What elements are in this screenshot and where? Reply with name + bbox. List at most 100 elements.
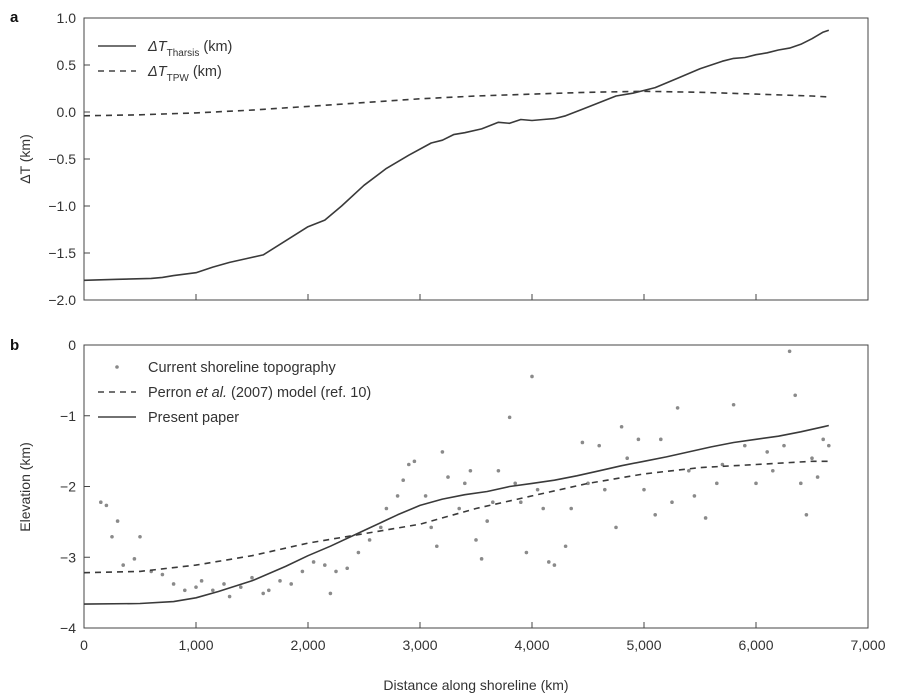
topography-point <box>395 494 400 498</box>
topography-point <box>227 594 232 599</box>
panel-a-y-ticks: 1.0 0.5 0.0 −0.5 −1.0 −1.5 −2.0 <box>48 10 90 308</box>
topography-point <box>771 468 775 473</box>
topography-point <box>407 462 411 467</box>
topography-point <box>541 506 545 511</box>
topography-point <box>799 481 803 486</box>
topography-point <box>463 481 467 486</box>
topography-point <box>278 579 282 583</box>
topography-point <box>289 582 294 586</box>
panel-a-letter: a <box>10 9 19 26</box>
y-tick-label: −2.0 <box>48 292 76 308</box>
legend-topography-label: Current shoreline topography <box>148 360 337 376</box>
topography-point <box>787 349 792 354</box>
topography-point <box>132 557 137 561</box>
topography-point <box>821 437 825 442</box>
topography-point <box>507 415 512 420</box>
topography-point <box>782 443 786 448</box>
x-tick-label: 7,000 <box>850 637 885 653</box>
topography-point <box>720 462 725 467</box>
topography-point <box>703 516 708 520</box>
topography-point <box>334 569 338 574</box>
x-tick-label: 3,000 <box>402 637 437 653</box>
panel-b-y-ticks: 0 −1 −2 −3 −4 <box>60 337 90 636</box>
topography-point <box>345 566 350 571</box>
panel-b-series <box>83 349 831 605</box>
topography-point <box>513 481 517 486</box>
topography-point <box>300 569 305 574</box>
topography-point <box>199 579 204 583</box>
topography-point <box>815 475 820 479</box>
topography-point <box>754 481 758 486</box>
legend-topography-swatch <box>115 365 119 369</box>
topography-point <box>530 374 534 379</box>
legend-present-label: Present paper <box>148 410 239 426</box>
topography-point <box>827 443 831 448</box>
x-tick-label: 6,000 <box>738 637 773 653</box>
topography-point <box>429 525 434 530</box>
y-tick-label: 0.0 <box>57 104 77 120</box>
topography-point <box>675 406 680 410</box>
panel-a-x-ticks <box>83 294 869 300</box>
topography-point <box>99 500 103 505</box>
topography-point <box>569 506 573 511</box>
topography-point <box>524 550 529 555</box>
topography-point <box>446 475 450 479</box>
topography-point <box>653 513 657 517</box>
topography-point <box>379 525 383 530</box>
topography-point <box>121 563 125 567</box>
topography-point <box>519 500 523 505</box>
topography-point <box>642 487 646 492</box>
topography-point <box>793 393 797 398</box>
x-tick-label: 1,000 <box>178 637 213 653</box>
topography-point <box>457 506 462 511</box>
legend-perron-label: Perron et al. (2007) model (ref. 10) <box>148 385 371 401</box>
topography-point <box>311 560 316 564</box>
topography-point <box>384 506 389 511</box>
panel-b-x-axis-label: Distance along shoreline (km) <box>383 677 568 693</box>
topography-point <box>731 402 736 407</box>
topography-point <box>715 481 719 486</box>
topography-point <box>804 513 809 517</box>
series-line-present-paper <box>83 424 829 605</box>
y-tick-label: −3 <box>60 549 76 565</box>
topography-point <box>160 572 165 577</box>
topography-point <box>580 440 585 445</box>
y-tick-label: −1 <box>60 408 76 424</box>
topography-point <box>261 591 266 596</box>
series-line-perron-et-al-2007-model-ref-10 <box>83 460 829 574</box>
panel-a-series <box>83 29 830 282</box>
x-tick-label: 5,000 <box>626 637 661 653</box>
topography-point <box>211 588 215 593</box>
topography-point <box>401 478 406 483</box>
panel-b-legend: Current shoreline topography Perron et a… <box>98 360 371 426</box>
topography-point <box>468 468 473 473</box>
topography-point <box>250 575 254 580</box>
y-tick-label: 0 <box>68 337 76 353</box>
topography-point <box>328 591 333 596</box>
topography-point <box>435 544 439 549</box>
topography-point <box>687 468 691 473</box>
y-tick-label: −1.5 <box>48 245 76 261</box>
topography-point <box>586 481 590 486</box>
topography-point <box>625 456 629 461</box>
panel-b: b 0 −1 −2 −3 −4 0 1,000 2,000 3,000 4,000 5,000 6,… <box>10 337 886 693</box>
topography-point <box>110 535 114 539</box>
topography-point <box>552 563 557 567</box>
topography-point <box>171 582 176 586</box>
topography-point <box>659 437 663 442</box>
series-line-t-tpw-km <box>83 90 829 117</box>
topography-point <box>619 424 624 429</box>
panel-a-plot-frame <box>83 17 869 301</box>
legend-tharsis-label: ΔTTharsis (km) <box>147 39 232 59</box>
x-tick-label: 4,000 <box>514 637 549 653</box>
topography-point <box>614 525 618 530</box>
topography-point <box>323 563 327 567</box>
panel-b-letter: b <box>10 337 19 354</box>
topography-point <box>423 494 428 498</box>
topography-point <box>765 450 769 454</box>
y-tick-label: −2 <box>60 479 76 495</box>
topography-point <box>104 503 109 508</box>
x-tick-label: 2,000 <box>290 637 325 653</box>
y-tick-label: 0.5 <box>57 57 77 73</box>
legend-tpw-label: ΔTTPW (km) <box>147 64 222 84</box>
